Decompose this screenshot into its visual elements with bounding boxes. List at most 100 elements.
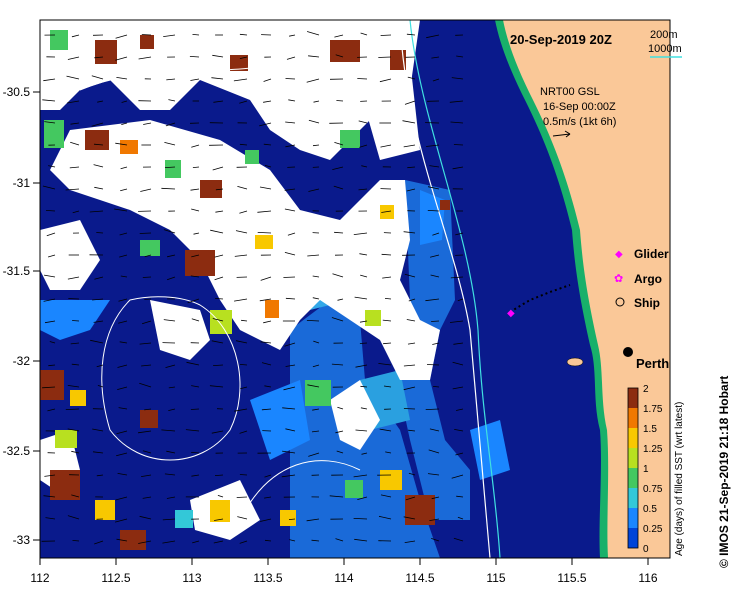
current-vector (163, 229, 176, 234)
current-vector (139, 342, 152, 345)
argo-legend-label: Argo (634, 272, 662, 286)
x-tick-label: 113.5 (253, 571, 282, 585)
current-vector (427, 186, 440, 190)
current-vector (67, 56, 80, 60)
current-vector (450, 121, 464, 124)
colorbar-tick: 1.25 (643, 444, 663, 455)
current-vector (407, 166, 416, 169)
isobath-1000m (399, 20, 491, 558)
current-vector (139, 382, 152, 388)
current-vector (120, 188, 128, 192)
perth-marker (623, 347, 633, 357)
current-vector (44, 274, 56, 278)
current-vector (191, 208, 200, 212)
current-vector (427, 210, 440, 212)
current-vector (71, 494, 80, 498)
current-vector (118, 298, 128, 302)
current-vector (257, 232, 272, 234)
current-vector (335, 538, 344, 542)
current-vector (49, 341, 56, 344)
current-vector (119, 254, 128, 258)
current-vector (89, 210, 104, 213)
current-vector (165, 122, 176, 127)
current-date: 16-Sep 00:00Z (543, 101, 616, 113)
current-vector (281, 474, 296, 478)
current-vector (142, 496, 152, 499)
current-vector (163, 319, 176, 322)
current-vector (261, 408, 272, 411)
current-vector (404, 100, 416, 105)
current-vector (382, 319, 392, 322)
current-vector (163, 34, 176, 37)
current-vector (119, 232, 128, 236)
current-vector (404, 540, 416, 543)
current-vector (380, 494, 392, 498)
current-vector (431, 320, 440, 322)
current-vector (139, 515, 152, 520)
current-vector (239, 364, 248, 366)
current-vector (191, 385, 200, 388)
current-vector (431, 538, 440, 542)
current-vector (360, 274, 368, 278)
current-vector (193, 232, 200, 235)
current-vector (210, 229, 224, 234)
current-vector (379, 428, 392, 432)
current-vector (383, 342, 392, 345)
current-vector (217, 495, 224, 498)
x-tick-label: 112 (30, 571, 49, 585)
current-vector (165, 364, 176, 368)
current-vector (116, 538, 128, 542)
current-vector (285, 144, 296, 148)
current-vector (192, 540, 200, 544)
current-vector (168, 386, 176, 389)
current-vector (452, 166, 464, 170)
current-vector (429, 428, 440, 432)
current-vector (67, 515, 80, 520)
current-vector (237, 516, 248, 520)
current-vector (94, 56, 104, 59)
current-vector (311, 539, 320, 542)
current-vector (213, 100, 224, 103)
current-vector (70, 342, 80, 345)
current-vector (191, 254, 200, 258)
current-vector (331, 317, 344, 322)
contour-north (79, 59, 291, 91)
current-vector (403, 516, 416, 520)
current-vector (337, 298, 344, 301)
current-vector (42, 386, 56, 389)
current-vector (329, 495, 344, 498)
y-tick-label: -31 (13, 176, 31, 190)
current-vector (287, 232, 296, 236)
current-vector (115, 34, 128, 39)
x-tick-label: 114 (334, 571, 353, 585)
current-vector (384, 298, 392, 300)
current-vector (288, 99, 296, 102)
current-vector (456, 55, 464, 58)
current-vector (407, 342, 416, 345)
current-vector (428, 449, 440, 454)
current-vector (215, 188, 224, 191)
current-vector (430, 274, 440, 278)
current-vector (355, 364, 368, 368)
current-vector (235, 230, 248, 234)
current-vector (457, 298, 464, 302)
y-tick-label: -32 (13, 354, 31, 368)
current-vector (405, 496, 416, 501)
current-vector (164, 473, 176, 476)
current-vector (361, 452, 368, 455)
current-vector (67, 428, 80, 432)
current-vector (115, 142, 128, 146)
current-vector (48, 165, 56, 168)
current-vector (241, 319, 248, 322)
y-axis: -30.5 -31 -31.5 -32 -32.5 -33 (3, 85, 40, 547)
current-vector (97, 385, 104, 388)
current-vector (91, 75, 104, 80)
current-vector (114, 518, 128, 523)
current-vector (403, 144, 416, 148)
current-vector (452, 361, 464, 366)
current-vector (96, 232, 104, 234)
current-vector (239, 430, 248, 434)
current-vector (67, 276, 80, 280)
current-vector (185, 429, 200, 432)
current-vector (285, 297, 296, 300)
